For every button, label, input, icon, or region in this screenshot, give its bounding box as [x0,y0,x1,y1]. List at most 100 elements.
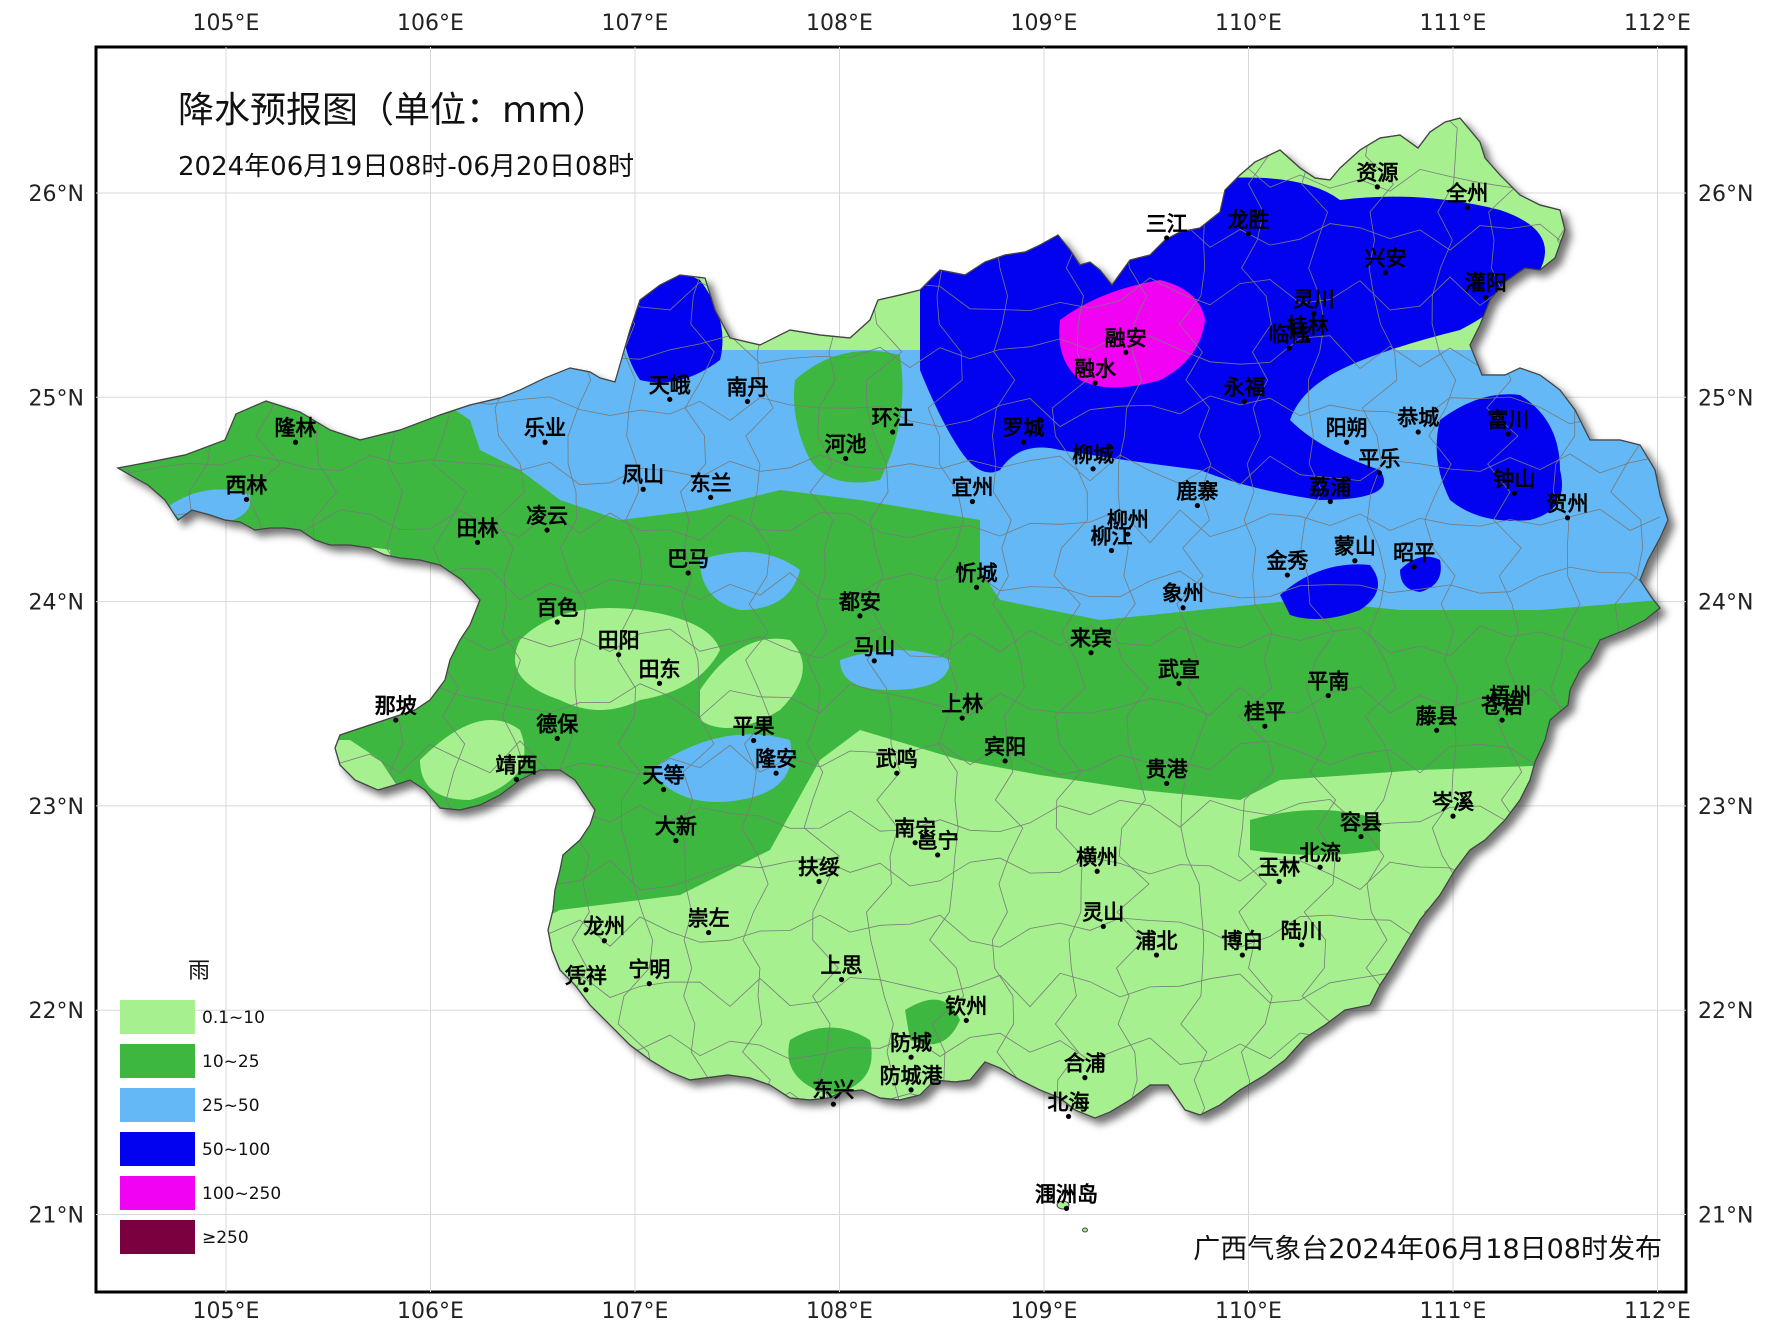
lon-tick-label: 112°E [1624,1299,1691,1324]
city-marker: 宜州 [951,475,993,505]
city-marker: 兴安 [1365,247,1407,276]
city-dot [1499,717,1505,723]
lat-ticks-left: 26°N 25°N 24°N 23°N 22°N 21°N [29,182,84,1229]
city-marker: 全州 [1445,181,1488,210]
city-dot [554,619,560,625]
city-name: 忻城 [956,561,998,585]
city-dot [646,981,652,987]
city-dot [1164,235,1170,241]
band-light-baise [515,608,720,710]
city-dot [1376,470,1382,476]
city-marker: 天峨 [649,373,691,402]
map-subtitle: 2024年06月19日08时-06月20日08时 [178,152,634,182]
city-dot [973,584,980,590]
city-name: 武鸣 [876,747,918,771]
city-marker: 苍梧 [1480,694,1523,723]
lon-tick-label: 106°E [397,11,464,36]
city-name: 隆安 [755,747,797,771]
city-marker: 马山 [853,635,895,664]
lon-tick-label: 111°E [1420,1299,1487,1324]
city-dot [1065,1113,1072,1120]
city-dot [661,786,667,793]
lon-tick-label: 106°E [397,1299,464,1324]
xieyang-island [1082,1227,1088,1233]
city-dot [1511,490,1517,496]
city-name: 龙州 [583,915,625,939]
city-marker: 柳城 [1072,443,1114,472]
lon-tick-label: 108°E [806,1299,873,1324]
city-marker: 都安 [838,590,881,619]
city-marker: 那坡 [375,694,417,723]
city-name: 玉林 [1258,855,1300,879]
city-marker: 田东 [639,657,681,686]
city-dot [1317,864,1323,870]
city-name: 防城港 [880,1064,944,1088]
city-dot [1464,204,1470,210]
city-marker: 大新 [655,815,697,844]
city-dot [1262,723,1268,729]
band-50-100-tiane [620,273,723,383]
city-name: 柳江 [1090,525,1132,549]
city-dot [554,735,560,742]
county-line [1238,118,1274,1118]
city-dot [1344,439,1350,445]
city-marker: 金秀 [1265,549,1308,578]
city-name: 扶绥 [798,855,840,879]
city-dot [601,938,607,944]
city-marker: 德保 [536,712,579,742]
city-name: 河池 [825,433,867,457]
city-marker: 乐业 [524,416,566,445]
city-dot [1434,727,1440,733]
city-marker: 容县 [1340,811,1382,840]
city-marker: 永福 [1222,375,1265,404]
lat-tick-label: 26°N [29,182,84,207]
city-name: 宁明 [628,958,670,982]
legend-swatch [120,1088,195,1122]
city-marker: 融安 [1105,326,1147,355]
city-name: 田阳 [598,629,640,653]
lat-ticks-right: 26°N 25°N 24°N 23°N 22°N 21°N [1698,182,1753,1229]
city-name: 宜州 [951,475,993,499]
lat-tick-label: 21°N [29,1204,84,1229]
city-dot [1507,707,1513,713]
city-marker: 防城港 [880,1064,944,1093]
city-marker: 桂平 [1243,700,1286,729]
city-dot [1505,431,1511,437]
city-dot [1090,466,1096,472]
city-name: 平乐 [1358,447,1400,471]
city-marker: 天等 [643,764,685,793]
city-dot [685,570,691,576]
city-marker: 崇左 [688,907,730,936]
legend-swatch [120,1132,195,1166]
city-marker: 柳州 [1107,508,1149,537]
city-name: 梧州 [1489,684,1531,708]
city-marker: 钟山 [1493,467,1535,496]
city-name: 大新 [655,815,697,839]
city-marker: 靖西 [495,753,537,782]
city-name: 富川 [1487,408,1529,432]
city-dot [616,652,622,658]
city-name: 横州 [1076,845,1118,869]
city-marker: 防城 [890,1031,932,1060]
lon-tick-label: 108°E [806,11,873,36]
city-marker: 鹿寨 [1176,480,1218,509]
city-name: 藤县 [1415,704,1458,728]
city-dot [751,737,757,744]
city-marker: 蒙山 [1334,535,1376,564]
band-10-25-yulin [1250,810,1380,855]
city-marker: 扶绥 [798,855,840,885]
legend-title: 雨 [188,959,210,984]
city-name: 容县 [1340,811,1382,835]
city-marker: 田林 [457,516,499,545]
city-name: 钟山 [1493,467,1535,491]
city-name: 宾阳 [984,735,1026,759]
city-marker: 河池 [825,433,867,462]
city-marker: 环江 [872,406,914,435]
city-name: 象州 [1162,582,1204,606]
city-marker: 阳朔 [1326,416,1368,445]
city-name: 昭平 [1393,541,1435,565]
city-marker: 荔浦 [1309,475,1351,505]
city-dot [843,455,849,462]
lat-tick-label: 23°N [29,795,84,820]
